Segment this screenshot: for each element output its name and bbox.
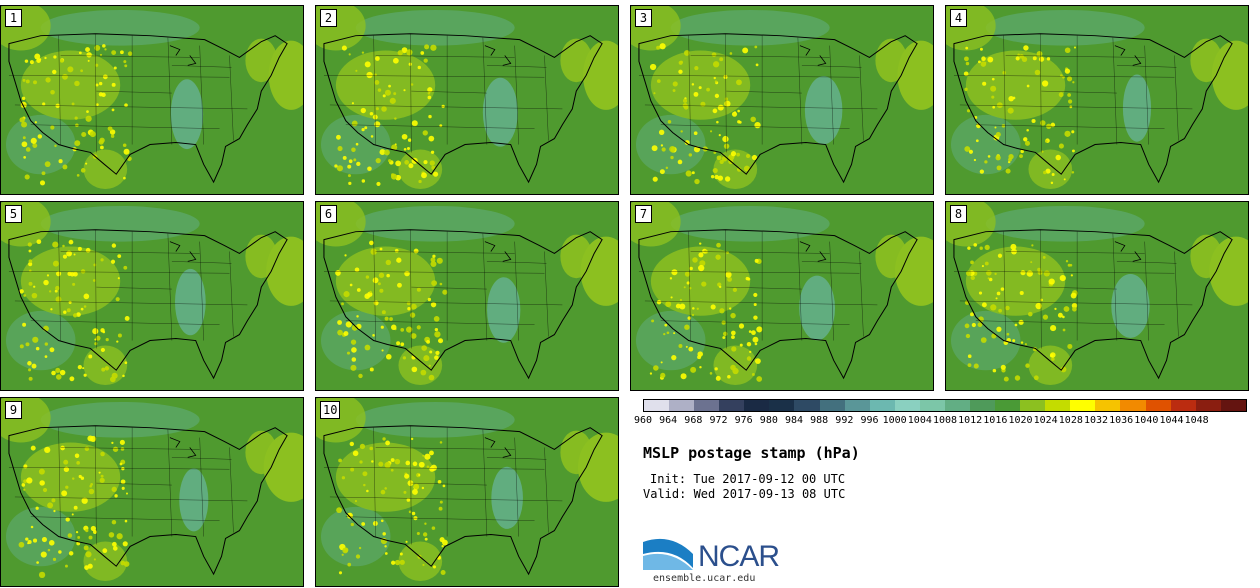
colorbar-swatch xyxy=(719,400,745,411)
colorbar-tick-label: 992 xyxy=(835,415,854,426)
colorbar-swatch xyxy=(644,400,670,411)
mslp-map xyxy=(946,202,1248,390)
colorbar-swatch xyxy=(844,400,870,411)
colorbar-swatch xyxy=(819,400,845,411)
colorbar-swatch xyxy=(1095,400,1121,411)
colorbar-swatch xyxy=(1045,400,1071,411)
colorbar-swatch xyxy=(944,400,971,411)
colorbar-tick-label: 980 xyxy=(759,415,778,426)
colorbar-swatch xyxy=(694,400,720,411)
colorbar-swatch xyxy=(769,400,795,411)
colorbar-tick-label: 1028 xyxy=(1058,415,1083,426)
map-panel-1: 1 xyxy=(0,5,304,195)
colorbar-swatch xyxy=(970,400,996,411)
mslp-map xyxy=(946,6,1248,194)
colorbar-tick-label: 1020 xyxy=(1008,415,1033,426)
colorbar-swatch xyxy=(1195,400,1221,411)
colorbar-tick-label: 984 xyxy=(784,415,804,426)
member-label: 7 xyxy=(635,205,652,223)
map-panel-3: 3 xyxy=(630,5,934,195)
chart-title: MSLP postage stamp (hPa) xyxy=(643,444,860,462)
map-panel-6: 6 xyxy=(315,201,619,391)
member-label: 4 xyxy=(950,9,967,27)
pressure-colorbar xyxy=(643,399,1247,412)
mslp-map xyxy=(1,6,303,194)
colorbar-swatch xyxy=(669,400,695,411)
ncar-logo-icon xyxy=(643,538,693,570)
colorbar-tick-label: 1044 xyxy=(1159,415,1184,426)
member-label: 1 xyxy=(5,9,22,27)
colorbar-swatch xyxy=(919,400,945,411)
member-label: 6 xyxy=(320,205,337,223)
colorbar-tick-label: 1000 xyxy=(882,415,907,426)
member-label: 10 xyxy=(320,401,341,419)
map-panel-9: 9 xyxy=(0,397,304,587)
member-label: 5 xyxy=(5,205,22,223)
colorbar-swatch xyxy=(894,400,920,411)
map-panel-5: 5 xyxy=(0,201,304,391)
colorbar-swatch xyxy=(1145,400,1171,411)
member-label: 3 xyxy=(635,9,652,27)
map-panel-4: 4 xyxy=(945,5,1249,195)
mslp-map xyxy=(631,202,933,390)
colorbar-tick-label: 1040 xyxy=(1134,415,1159,426)
colorbar-swatch xyxy=(995,400,1021,411)
colorbar-tick-label: 988 xyxy=(810,415,829,426)
member-label: 9 xyxy=(5,401,22,419)
map-panel-8: 8 xyxy=(945,201,1249,391)
map-panel-10: 10 xyxy=(315,397,619,587)
map-panel-2: 2 xyxy=(315,5,619,195)
colorbar-swatch xyxy=(869,400,895,411)
mslp-map xyxy=(316,202,618,390)
init-time: Init: Tue 2017-09-12 00 UTC xyxy=(650,472,846,486)
colorbar-tick-label: 1024 xyxy=(1033,415,1058,426)
colorbar-tick-label: 1012 xyxy=(958,415,983,426)
colorbar-swatch xyxy=(1120,400,1146,411)
colorbar-swatch xyxy=(744,400,770,411)
mslp-map xyxy=(316,6,618,194)
colorbar-tick-label: 1032 xyxy=(1083,415,1109,426)
colorbar-tick-label: 972 xyxy=(709,415,728,426)
colorbar-tick-labels: 960 964 968 972 976 980 984 988 992 996 1000 1004 10… xyxy=(633,415,1253,429)
colorbar-swatch xyxy=(1020,400,1046,411)
colorbar-swatch xyxy=(1220,400,1246,411)
valid-time: Valid: Wed 2017-09-13 08 UTC xyxy=(643,487,846,501)
site-url: ensemble.ucar.edu xyxy=(653,573,756,584)
colorbar-tick-label: 964 xyxy=(659,415,678,426)
colorbar-tick-label: 1048 xyxy=(1184,415,1209,426)
mslp-map xyxy=(1,398,303,586)
colorbar-tick-label: 1036 xyxy=(1109,415,1134,426)
logo-wordmark: NCAR xyxy=(698,540,780,573)
colorbar-swatch xyxy=(794,400,820,411)
mslp-map xyxy=(1,202,303,390)
member-label: 8 xyxy=(950,205,967,223)
colorbar-tick-label: 968 xyxy=(684,415,703,426)
colorbar-tick-label: 1016 xyxy=(983,415,1008,426)
colorbar-tick-label: 960 xyxy=(633,415,653,426)
run-info: Init: Tue 2017-09-12 00 UTC Valid: Wed 2… xyxy=(643,472,845,502)
member-label: 2 xyxy=(320,9,337,27)
colorbar-tick-label: 1008 xyxy=(932,415,958,426)
mslp-map xyxy=(631,6,933,194)
colorbar-swatch xyxy=(1170,400,1196,411)
mslp-map xyxy=(316,398,618,586)
colorbar-tick-label: 976 xyxy=(734,415,753,426)
colorbar-swatch xyxy=(1070,400,1096,411)
colorbar-tick-label: 1004 xyxy=(907,415,932,426)
map-panel-7: 7 xyxy=(630,201,934,391)
colorbar-tick-label: 996 xyxy=(860,415,879,426)
